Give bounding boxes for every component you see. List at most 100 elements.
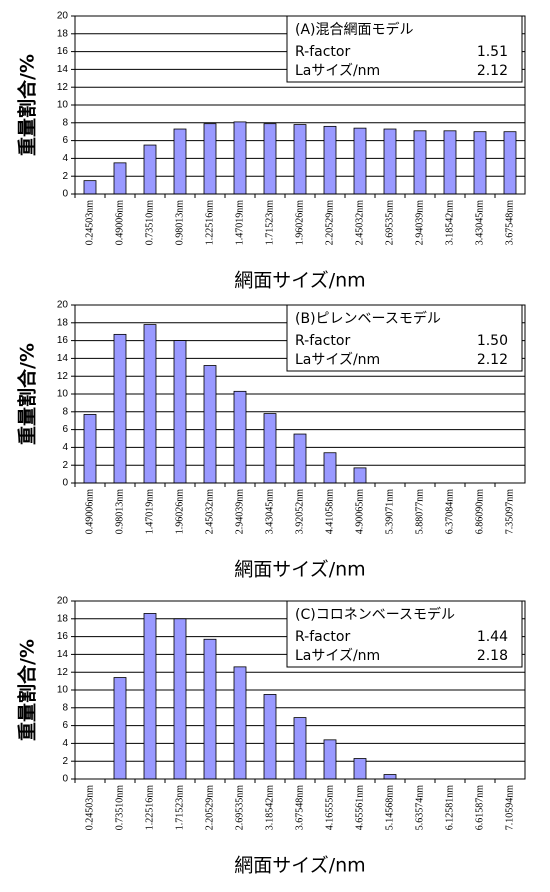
y-tick-label: 20 — [57, 596, 69, 607]
x-tick-label: 3.18542nm — [444, 200, 455, 246]
bar — [263, 694, 277, 780]
annotation-box — [286, 15, 523, 83]
y-tick-label: 0 — [62, 774, 68, 785]
annotation-value: 1.51 — [477, 44, 508, 60]
annotation-value: 2.12 — [477, 352, 508, 368]
bar — [233, 390, 247, 484]
bar — [143, 613, 157, 780]
y-tick-label: 4 — [62, 153, 68, 164]
y-tick-label: 4 — [62, 442, 68, 453]
x-axis-title: 網面サイズ/nm — [234, 270, 365, 292]
bar — [383, 774, 397, 780]
y-tick-label: 4 — [62, 738, 68, 749]
bar — [113, 677, 127, 780]
x-tick-label: 7.35097nm — [504, 489, 515, 535]
x-tick-label: 3.43045nm — [474, 200, 485, 246]
x-tick-label: 2.94039nm — [234, 489, 245, 535]
bar — [353, 127, 367, 195]
bar — [203, 123, 217, 195]
x-tick-label: 1.96026nm — [294, 200, 305, 246]
x-tick-label: 3.43045nm — [264, 489, 275, 535]
annotation-value: 1.50 — [477, 333, 508, 349]
y-tick-label: 10 — [57, 685, 69, 696]
y-axis-title: 重量割合/% — [16, 343, 39, 445]
y-tick-label: 18 — [57, 613, 69, 624]
x-tick-label: 7.10594nm — [504, 785, 515, 831]
bar — [353, 758, 367, 780]
bar — [323, 125, 337, 195]
bar — [413, 130, 427, 195]
x-tick-label: 3.92052nm — [294, 489, 305, 535]
y-tick-label: 12 — [57, 667, 69, 678]
x-tick-label: 1.47019nm — [144, 489, 155, 535]
bar — [143, 324, 157, 484]
x-tick-label: 4.90065nm — [354, 489, 365, 535]
x-tick-label: 0.49006nm — [114, 200, 125, 246]
x-tick-label: 1.47019nm — [234, 200, 245, 246]
annotation-box — [286, 304, 523, 372]
bar — [203, 638, 217, 780]
x-tick-label: 6.37084nm — [444, 489, 455, 535]
x-tick-label: 4.41058nm — [324, 489, 335, 535]
x-tick-label: 1.96026nm — [174, 489, 185, 535]
x-tick-label: 2.94039nm — [414, 200, 425, 246]
bar — [323, 739, 337, 780]
bar — [353, 467, 367, 484]
y-tick-label: 2 — [62, 460, 68, 471]
annotation-box — [286, 600, 523, 668]
x-tick-label: 6.12581nm — [444, 785, 455, 831]
y-tick-label: 8 — [62, 406, 68, 417]
bar — [113, 162, 127, 195]
y-tick-label: 6 — [62, 720, 68, 731]
y-tick-label: 14 — [57, 64, 69, 75]
y-tick-label: 16 — [57, 335, 69, 346]
annotation-label: Laサイズ/nm — [295, 352, 380, 368]
x-tick-label: 5.39071nm — [384, 489, 395, 535]
bar — [173, 618, 187, 780]
bar — [203, 365, 217, 484]
x-tick-label: 4.16555nm — [324, 785, 335, 831]
annotation-value: 2.12 — [477, 63, 508, 79]
bar — [503, 131, 517, 195]
bar — [233, 666, 247, 780]
y-tick-label: 12 — [57, 82, 69, 93]
annotation-label: Laサイズ/nm — [295, 648, 380, 664]
x-tick-label: 2.20529nm — [204, 785, 215, 831]
x-tick-label: 0.98013nm — [114, 489, 125, 535]
y-tick-label: 16 — [57, 46, 69, 57]
bar — [83, 414, 97, 484]
x-tick-label: 0.24503nm — [84, 785, 95, 831]
annotation-value: 2.18 — [477, 648, 508, 664]
bar — [293, 124, 307, 195]
bar — [293, 717, 307, 780]
x-tick-label: 1.71523nm — [174, 785, 185, 831]
x-tick-label: 6.61587nm — [474, 785, 485, 831]
y-tick-label: 0 — [62, 189, 68, 200]
bar — [233, 121, 247, 195]
annotation-label: R-factor — [295, 44, 350, 60]
x-tick-label: 2.20529nm — [324, 200, 335, 246]
x-tick-label: 1.22516nm — [144, 785, 155, 831]
annotation-label: R-factor — [295, 333, 350, 349]
annotation-label: R-factor — [295, 629, 350, 645]
y-tick-label: 0 — [62, 478, 68, 489]
y-axis-title: 重量割合/% — [16, 54, 39, 156]
bar — [173, 340, 187, 484]
x-tick-label: 5.14568nm — [384, 785, 395, 831]
y-tick-label: 18 — [57, 317, 69, 328]
y-tick-label: 6 — [62, 135, 68, 146]
x-axis-title: 網面サイズ/nm — [234, 559, 365, 581]
x-tick-label: 3.18542nm — [264, 785, 275, 831]
y-tick-label: 2 — [62, 171, 68, 182]
x-tick-label: 2.69535nm — [234, 785, 245, 831]
bar — [143, 144, 157, 195]
annotation-title: (B)ピレンベースモデル — [295, 310, 441, 327]
y-tick-label: 14 — [57, 353, 69, 364]
x-tick-label: 0.98013nm — [174, 200, 185, 246]
y-tick-label: 12 — [57, 371, 69, 382]
annotation-label: Laサイズ/nm — [295, 63, 380, 79]
bar — [383, 128, 397, 195]
y-tick-label: 16 — [57, 631, 69, 642]
annotation-value: 1.44 — [477, 629, 508, 645]
